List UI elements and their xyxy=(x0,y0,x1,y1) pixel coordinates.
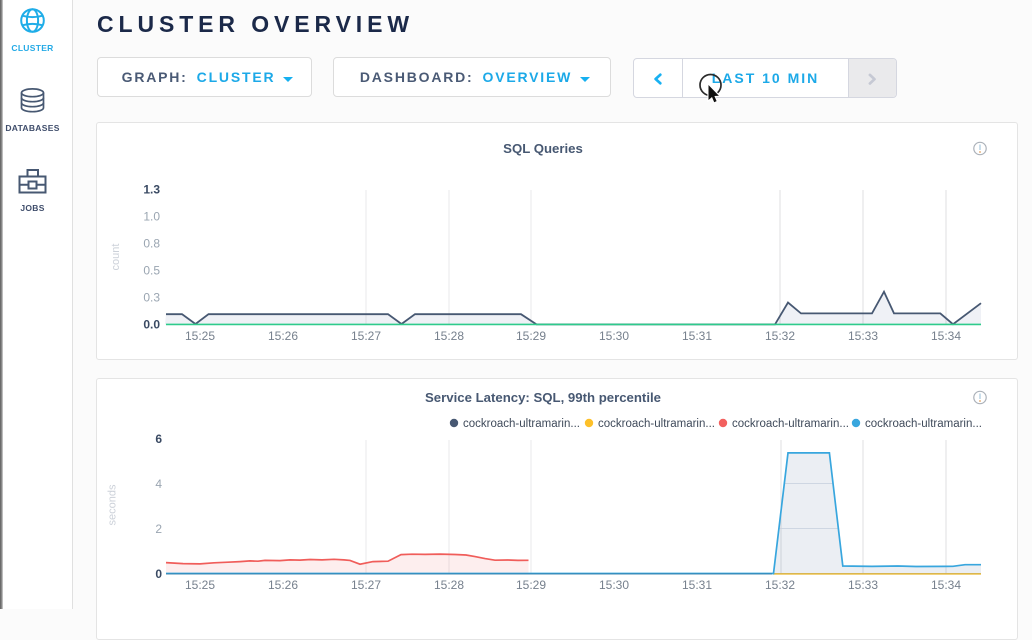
svg-text:15:33: 15:33 xyxy=(848,329,878,343)
svg-text:15:34: 15:34 xyxy=(931,329,961,343)
svg-text:0.5: 0.5 xyxy=(143,264,160,278)
svg-text:15:29: 15:29 xyxy=(516,329,546,343)
svg-text:15:31: 15:31 xyxy=(682,578,712,592)
svg-text:15:27: 15:27 xyxy=(351,329,381,343)
svg-text:15:25: 15:25 xyxy=(185,329,215,343)
svg-text:cockroach-ultramarin...: cockroach-ultramarin... xyxy=(598,418,715,430)
svg-text:4: 4 xyxy=(155,477,162,491)
svg-text:cockroach-ultramarin...: cockroach-ultramarin... xyxy=(732,418,849,430)
svg-text:15:27: 15:27 xyxy=(351,578,381,592)
svg-text:15:30: 15:30 xyxy=(599,329,629,343)
svg-text:6: 6 xyxy=(155,432,162,446)
svg-text:seconds: seconds xyxy=(107,484,119,525)
svg-text:SQL Queries: SQL Queries xyxy=(503,141,583,156)
svg-text:15:30: 15:30 xyxy=(599,578,629,592)
svg-text:15:31: 15:31 xyxy=(682,329,712,343)
svg-text:cockroach-ultramarin...: cockroach-ultramarin... xyxy=(463,418,580,430)
svg-text:15:25: 15:25 xyxy=(185,578,215,592)
svg-text:count: count xyxy=(110,244,122,271)
svg-text:cockroach-ultramarin...: cockroach-ultramarin... xyxy=(865,418,982,430)
svg-text:15:34: 15:34 xyxy=(931,578,961,592)
svg-text:15:28: 15:28 xyxy=(434,578,464,592)
svg-text:1.0: 1.0 xyxy=(143,210,160,224)
svg-text:15:32: 15:32 xyxy=(765,329,795,343)
svg-text:15:26: 15:26 xyxy=(268,578,298,592)
svg-text:15:26: 15:26 xyxy=(268,329,298,343)
svg-text:15:28: 15:28 xyxy=(434,329,464,343)
svg-text:15:32: 15:32 xyxy=(765,578,795,592)
svg-text:15:29: 15:29 xyxy=(516,578,546,592)
svg-text:1.3: 1.3 xyxy=(143,183,160,197)
svg-text:2: 2 xyxy=(155,522,162,536)
svg-text:Service Latency: SQL, 99th per: Service Latency: SQL, 99th percentile xyxy=(425,390,661,405)
svg-text:0: 0 xyxy=(155,567,162,581)
svg-text:15:33: 15:33 xyxy=(848,578,878,592)
svg-text:0.8: 0.8 xyxy=(143,237,160,251)
svg-text:0.0: 0.0 xyxy=(143,318,160,332)
svg-text:0.3: 0.3 xyxy=(143,291,160,305)
